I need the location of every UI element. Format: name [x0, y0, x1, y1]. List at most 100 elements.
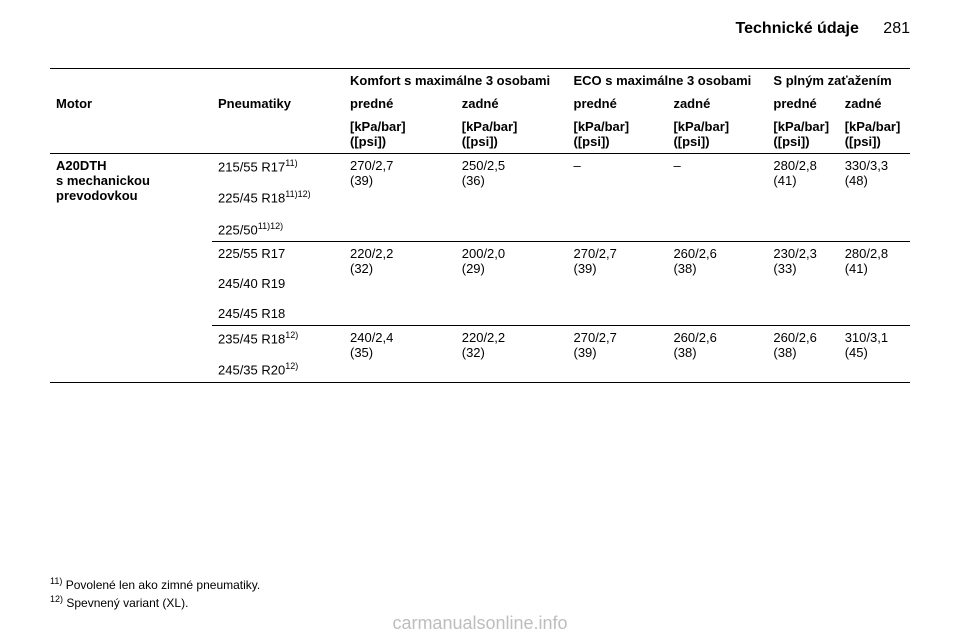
pressure-value: 200/2,0: [462, 246, 505, 261]
unit-psi: ([psi]): [462, 134, 498, 149]
pressure-value: 260/2,6: [773, 330, 816, 345]
pressure-psi: (48): [845, 173, 868, 188]
tire-sup: 11)12): [285, 189, 310, 199]
pressure-cell: 240/2,4 (35): [344, 325, 456, 382]
unit-kpa: [kPa/bar]: [462, 119, 518, 134]
footnotes: 11) Povolené len ako zimné pneumatiky. 1…: [50, 576, 260, 612]
engine-cell: A20DTH s mechanickou prevodovkou: [50, 154, 212, 383]
pressure-value: 270/2,7: [350, 158, 393, 173]
pressure-value: 220/2,2: [462, 330, 505, 345]
pressure-value: 330/3,3: [845, 158, 888, 173]
unit-kpa: [kPa/bar]: [574, 119, 630, 134]
unit-psi: ([psi]): [350, 134, 386, 149]
unit-psi: ([psi]): [673, 134, 709, 149]
pressure-psi: (39): [574, 261, 597, 276]
unit-psi: ([psi]): [773, 134, 809, 149]
pressure-value: 250/2,5: [462, 158, 505, 173]
pressure-cell: –: [667, 154, 767, 242]
pressure-psi: (41): [773, 173, 796, 188]
pressure-psi: (45): [845, 345, 868, 360]
pressure-psi: (32): [462, 345, 485, 360]
pressure-value: –: [574, 158, 581, 173]
pressure-psi: (36): [462, 173, 485, 188]
pressure-value: 260/2,6: [673, 246, 716, 261]
pressure-cell: 260/2,6 (38): [667, 325, 767, 382]
tire-text: 215/55 R17: [218, 159, 285, 174]
pressure-value: 270/2,7: [574, 330, 617, 345]
page-container: Technické údaje 281 Komfort s maximálne …: [0, 0, 960, 642]
pressure-value: 280/2,8: [845, 246, 888, 261]
pressure-cell: –: [568, 154, 668, 242]
watermark-text: carmanualsonline.info: [0, 613, 960, 634]
pressure-psi: (38): [673, 261, 696, 276]
pressure-psi: (38): [773, 345, 796, 360]
unit-cell: [kPa/bar] ([psi]): [344, 115, 456, 154]
unit-kpa: [kPa/bar]: [845, 119, 901, 134]
col-g1-rear: zadné: [456, 92, 568, 115]
tire-text: 225/55 R17: [218, 246, 285, 261]
tire-spec: 235/45 R1812) 245/35 R2012): [212, 325, 344, 382]
unit-kpa: [kPa/bar]: [673, 119, 729, 134]
col-group-eco: ECO s maximálne 3 osobami: [568, 69, 768, 93]
pressure-psi: (32): [350, 261, 373, 276]
col-tires: Pneumatiky: [212, 92, 344, 115]
pressure-value: 240/2,4: [350, 330, 393, 345]
pressure-psi: (39): [350, 173, 373, 188]
pressure-psi: (41): [845, 261, 868, 276]
unit-cell: [kPa/bar] ([psi]): [568, 115, 668, 154]
col-g3-rear: zadné: [839, 92, 910, 115]
pressure-cell: 220/2,2 (32): [456, 325, 568, 382]
tire-text: 245/45 R18: [218, 306, 285, 321]
pressure-value: 310/3,1: [845, 330, 888, 345]
pressure-value: 280/2,8: [773, 158, 816, 173]
col-g2-front: predné: [568, 92, 668, 115]
page-header: Technické údaje 281: [50, 20, 910, 38]
pressure-value: –: [673, 158, 680, 173]
col-group-full: S plným zaťažením: [767, 69, 910, 93]
footnote-mark: 12): [50, 594, 63, 604]
pressure-psi: (35): [350, 345, 373, 360]
pressure-cell: 330/3,3 (48): [839, 154, 910, 242]
unit-kpa: [kPa/bar]: [350, 119, 406, 134]
footnote-line: 11) Povolené len ako zimné pneumatiky.: [50, 576, 260, 592]
pressure-cell: 250/2,5 (36): [456, 154, 568, 242]
col-g3-front: predné: [767, 92, 838, 115]
tire-text: 245/35 R20: [218, 363, 285, 378]
tire-sup: 12): [285, 361, 298, 371]
pressure-value: 270/2,7: [574, 246, 617, 261]
pressure-cell: 310/3,1 (45): [839, 325, 910, 382]
unit-psi: ([psi]): [574, 134, 610, 149]
pressure-cell: 280/2,8 (41): [839, 241, 910, 325]
footnote-text: Povolené len ako zimné pneumatiky.: [66, 578, 261, 592]
pressure-cell: 280/2,8 (41): [767, 154, 838, 242]
unit-psi: ([psi]): [845, 134, 881, 149]
unit-cell: [kPa/bar] ([psi]): [667, 115, 767, 154]
tire-sup: 11): [285, 158, 297, 168]
footnote-line: 12) Spevnený variant (XL).: [50, 594, 260, 610]
pressure-psi: (29): [462, 261, 485, 276]
pressure-cell: 230/2,3 (33): [767, 241, 838, 325]
pressure-cell: 260/2,6 (38): [667, 241, 767, 325]
col-group-comfort: Komfort s maximálne 3 osobami: [344, 69, 568, 93]
header-page-number: 281: [883, 20, 910, 37]
tire-text: 225/45 R18: [218, 191, 285, 206]
engine-sub: s mechanickou prevodovkou: [56, 173, 150, 203]
tire-pressure-table: Komfort s maximálne 3 osobami ECO s maxi…: [50, 68, 910, 383]
engine-name: A20DTH: [56, 158, 107, 173]
tire-text: 225/50: [218, 222, 258, 237]
col-g2-rear: zadné: [667, 92, 767, 115]
unit-cell: [kPa/bar] ([psi]): [456, 115, 568, 154]
pressure-cell: 200/2,0 (29): [456, 241, 568, 325]
unit-kpa: [kPa/bar]: [773, 119, 829, 134]
unit-cell: [kPa/bar] ([psi]): [839, 115, 910, 154]
pressure-cell: 220/2,2 (32): [344, 241, 456, 325]
footnote-mark: 11): [50, 576, 62, 586]
tire-sup: 12): [285, 330, 298, 340]
pressure-value: 260/2,6: [673, 330, 716, 345]
pressure-cell: 270/2,7 (39): [344, 154, 456, 242]
footnote-text: Spevnený variant (XL).: [66, 596, 188, 610]
pressure-psi: (38): [673, 345, 696, 360]
col-g1-front: predné: [344, 92, 456, 115]
pressure-value: 230/2,3: [773, 246, 816, 261]
pressure-cell: 270/2,7 (39): [568, 325, 668, 382]
